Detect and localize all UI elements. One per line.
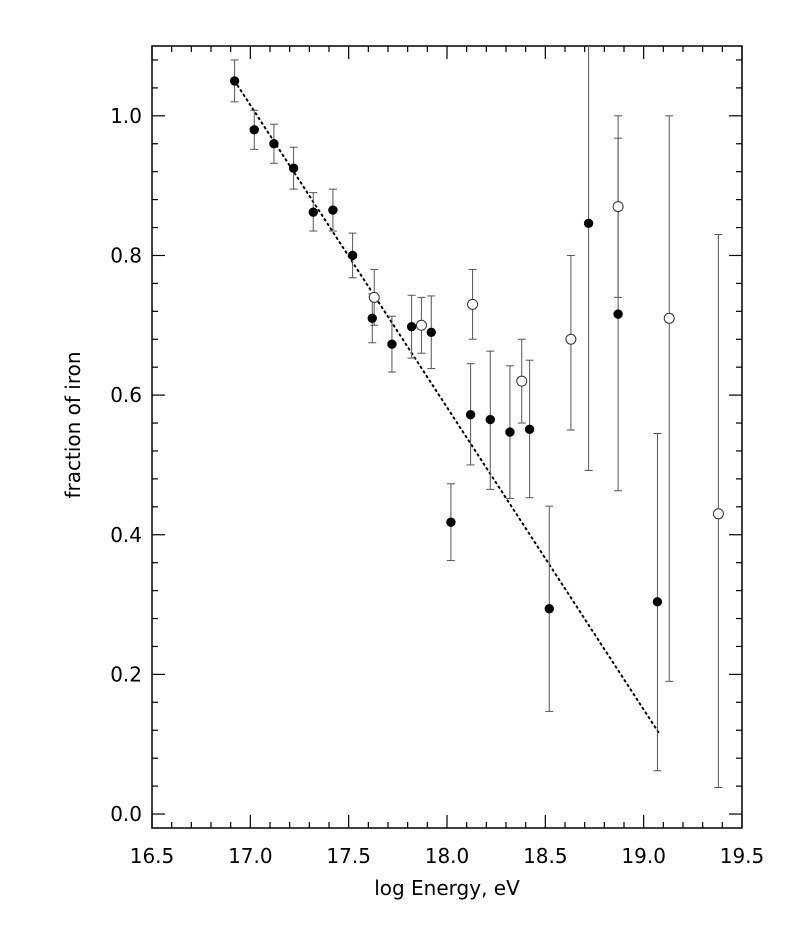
x-tick-label: 17.0 bbox=[228, 844, 273, 868]
data-point-filled bbox=[387, 339, 397, 349]
data-point-filled bbox=[308, 207, 318, 217]
data-point-open bbox=[368, 291, 380, 303]
data-point-filled bbox=[288, 163, 299, 173]
data-point-filled bbox=[465, 409, 476, 420]
fit-line bbox=[233, 79, 661, 735]
x-tick-label: 17.5 bbox=[326, 844, 371, 868]
data-point-filled bbox=[367, 313, 377, 324]
data-point-filled bbox=[524, 424, 535, 435]
data-point-open bbox=[415, 319, 427, 331]
data-point-filled bbox=[544, 604, 554, 614]
x-tick-label: 16.5 bbox=[130, 844, 175, 868]
data-point-filled bbox=[652, 597, 663, 607]
y-tick-label: 1.0 bbox=[110, 104, 142, 128]
plot-frame bbox=[151, 45, 743, 829]
data-point-open bbox=[516, 375, 528, 387]
x-axis-label: log Energy, eV bbox=[374, 876, 520, 900]
y-tick-label: 0.4 bbox=[110, 523, 142, 547]
data-point-filled bbox=[347, 250, 358, 261]
x-tick-label: 19.0 bbox=[621, 844, 666, 868]
tick-labels: 16.5 17.0 17.5 18.0 18.5 19.0 19.5 0.0 0.2 0.4 0.6… bbox=[110, 104, 764, 868]
x-tick-label: 18.5 bbox=[523, 844, 568, 868]
data-point-filled bbox=[446, 517, 456, 527]
data-point-filled bbox=[426, 327, 436, 337]
y-axis-label: fraction of iron bbox=[61, 351, 85, 498]
data-point-open bbox=[712, 508, 724, 520]
x-tick-label: 18.0 bbox=[425, 844, 470, 868]
data-point-open bbox=[467, 298, 479, 310]
data-point-filled bbox=[485, 414, 495, 425]
data-point-filled bbox=[406, 321, 417, 332]
data-point-open bbox=[612, 201, 624, 213]
y-tick-label: 0.2 bbox=[110, 662, 142, 686]
data-point-filled bbox=[613, 309, 623, 319]
data-point-open bbox=[565, 333, 577, 345]
data-point-filled bbox=[249, 125, 259, 135]
data-point-open bbox=[663, 312, 675, 324]
error-bars bbox=[230, 46, 723, 789]
data-points bbox=[229, 76, 724, 614]
data-point-filled bbox=[583, 218, 594, 229]
y-tick-label: 0.8 bbox=[110, 243, 142, 267]
x-tick-label: 19.5 bbox=[720, 844, 765, 868]
y-tick-label: 0.6 bbox=[110, 383, 142, 407]
fit-line-group bbox=[233, 79, 661, 735]
data-point-filled bbox=[229, 76, 240, 86]
data-point-filled bbox=[328, 205, 338, 215]
data-point-filled bbox=[269, 139, 279, 149]
y-tick-label: 0.0 bbox=[110, 802, 142, 826]
axes bbox=[151, 45, 743, 829]
data-point-filled bbox=[505, 427, 515, 437]
